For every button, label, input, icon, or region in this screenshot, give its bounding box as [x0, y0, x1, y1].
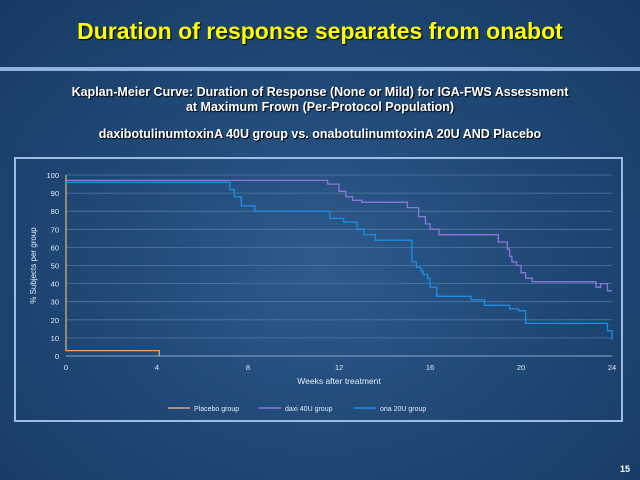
chart-frame: 0 10 20 30 40 50 60 70 80 90 100 0 4 8 12 16 20 24 Weeks a…	[14, 157, 623, 422]
legend-item-ona-20u-group: ona 20U group	[354, 406, 426, 413]
legend-label: daxi 40U group	[285, 406, 333, 413]
legend-label: ona 20U group	[380, 406, 426, 413]
y-tick-label: 100	[46, 171, 59, 180]
chart-subtitle-line-1: Kaplan-Meier Curve: Duration of Response…	[71, 85, 569, 99]
slide-title: Duration of response separates from onab…	[77, 18, 563, 44]
y-tick-label: 80	[51, 207, 59, 216]
legend: Placebo group daxi 40U group ona 20U group	[168, 406, 426, 413]
slide-number: 15	[619, 464, 630, 474]
series-line-ona-20u-group	[66, 181, 613, 340]
x-tick-label: 0	[64, 363, 68, 372]
y-tick-label: 90	[51, 189, 59, 198]
legend-item-placebo-group: Placebo group	[168, 406, 239, 413]
y-tick-label: 70	[51, 225, 59, 234]
chart-subtitle: Kaplan-Meier Curve: Duration of Response…	[20, 85, 620, 115]
series-line-daxi-40u-group	[66, 179, 612, 292]
kaplan-meier-chart: 0 10 20 30 40 50 60 70 80 90 100 0 4 8 12 16 20 24 Weeks a…	[29, 171, 616, 413]
x-tick-label: 16	[426, 363, 434, 372]
x-tick-label: 20	[517, 363, 525, 372]
legend-item-daxi-40u-group: daxi 40U group	[259, 406, 333, 413]
title-divider	[0, 67, 640, 71]
legend-label: Placebo group	[194, 406, 239, 413]
series-lines	[65, 175, 613, 356]
y-tick-label: 30	[51, 298, 59, 307]
x-tick-label: 12	[335, 363, 343, 372]
y-tick-label: 50	[51, 262, 59, 271]
chart-subtitle-line-2: at Maximum Frown (Per-Protocol Populatio…	[185, 100, 455, 114]
axis-labels: 0 10 20 30 40 50 60 70 80 90 100 0 4 8 12 16 20 24 Weeks a…	[29, 171, 616, 386]
x-axis-title: Weeks after treatment	[297, 376, 381, 386]
y-axis-title: % Subjects per group	[29, 227, 38, 304]
series-line-placebo-group	[65, 175, 160, 356]
y-tick-label: 0	[55, 352, 59, 361]
x-tick-label: 24	[608, 363, 616, 372]
grid-lines	[66, 174, 612, 339]
x-tick-label: 4	[155, 363, 159, 372]
y-tick-label: 40	[51, 280, 59, 289]
x-tick-label: 8	[246, 363, 250, 372]
comparison-heading: daxibotulinumtoxinA 40U group vs. onabot…	[98, 127, 542, 141]
y-tick-label: 10	[51, 334, 59, 343]
y-tick-label: 60	[51, 243, 59, 252]
y-tick-label: 20	[51, 316, 59, 325]
